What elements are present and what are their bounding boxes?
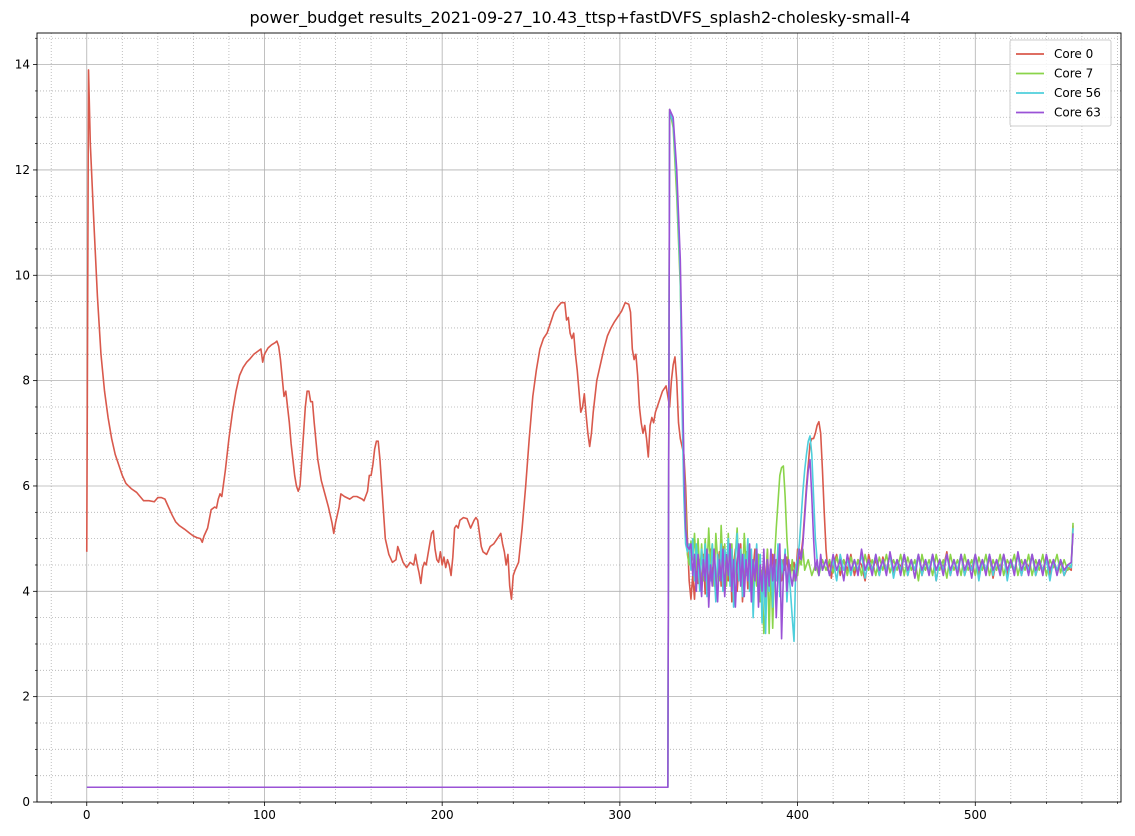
y-tick-label: 14 [15, 58, 30, 72]
y-tick-label: 8 [22, 374, 30, 388]
series-line-core-7 [86, 108, 1074, 789]
x-tick-label: 400 [786, 808, 809, 822]
legend: Core 0 Core 7 Core 56 Core 63 [1009, 39, 1112, 127]
legend-label: Core 0 [1054, 47, 1093, 61]
chart-title: power_budget results_2021-09-27_10.43_tt… [250, 8, 911, 28]
x-tick-label: 300 [608, 808, 631, 822]
y-tick-label: 4 [22, 584, 30, 598]
y-tick-label: 0 [22, 795, 30, 809]
legend-label: Core 63 [1054, 106, 1101, 120]
y-tick-label: 6 [22, 479, 30, 493]
legend-label: Core 56 [1054, 86, 1101, 100]
x-tick-label: 0 [83, 808, 91, 822]
series-line-core-0 [85, 69, 1074, 603]
y-tick-label: 12 [15, 163, 30, 177]
series-line-core-63 [86, 108, 1074, 789]
x-tick-label: 500 [964, 808, 987, 822]
x-tick-label: 100 [253, 808, 276, 822]
y-tick-label: 10 [15, 268, 30, 282]
series-line-core-56 [86, 111, 1074, 789]
legend-box [1009, 39, 1112, 127]
axes-frame [36, 32, 1122, 803]
x-tick-label: 200 [431, 808, 454, 822]
y-tick-label: 2 [22, 690, 30, 704]
legend-label: Core 7 [1054, 67, 1093, 81]
